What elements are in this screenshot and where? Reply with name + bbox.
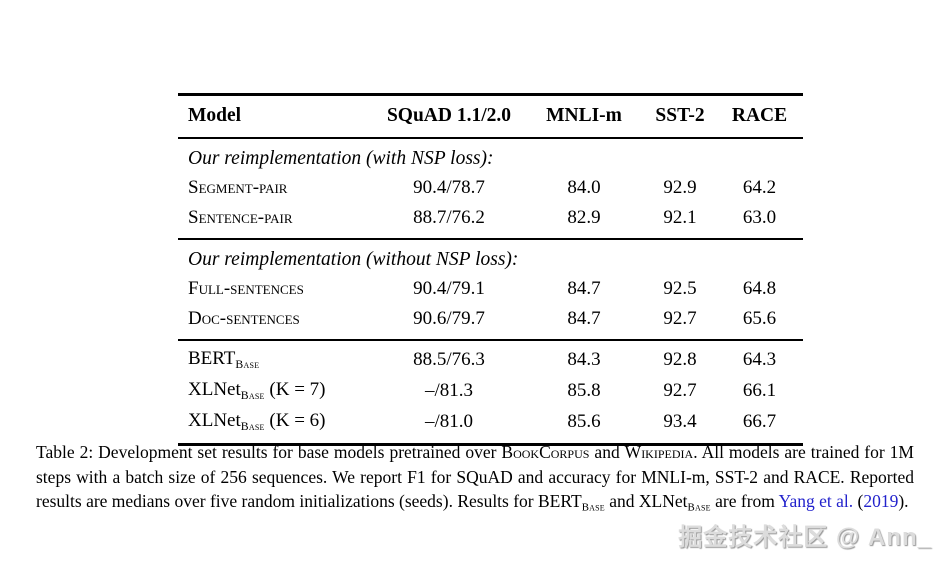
mnli-value: 82.9 <box>567 206 601 228</box>
race-value: 65.6 <box>742 307 777 329</box>
text-segment: and XLNet <box>604 491 688 512</box>
table-caption: Table 2: Development set results for bas… <box>36 440 914 520</box>
text-segment: Base <box>581 501 605 514</box>
text-segment: (K = 7) <box>264 379 326 401</box>
column-header-sst2: SST-2 <box>655 105 705 126</box>
sst2-value: 92.7 <box>663 307 697 329</box>
race-value: 64.3 <box>742 348 777 370</box>
model-label: Doc-sentences <box>178 305 374 341</box>
results-table: Model SQuAD 1.1/2.0 MNLI-m SST-2 RACE Ou… <box>178 93 803 447</box>
race-value: 64.8 <box>742 277 777 299</box>
column-header-race: RACE <box>731 105 788 126</box>
race-value: 64.2 <box>742 176 777 198</box>
race-value: 66.7 <box>742 410 777 432</box>
section-heading: Our reimplementation (with NSP loss): <box>188 148 494 170</box>
squad-value: 90.6/79.7 <box>413 307 485 329</box>
table-row: Full-sentences 90.4/79.1 84.7 92.5 64.8 <box>178 275 803 305</box>
text-segment: Sentence-pair <box>188 206 293 228</box>
mnli-value: 84.3 <box>567 348 601 370</box>
section-heading-row: Our reimplementation (without NSP loss): <box>178 239 803 274</box>
section-baselines: BERTBase 88.5/76.3 84.3 92.8 64.3 XLNetB… <box>178 340 803 444</box>
table-row: Doc-sentences 90.6/79.7 84.7 92.7 65.6 <box>178 305 803 341</box>
model-label: XLNetBase (K = 6) <box>178 407 374 444</box>
sst2-value: 92.8 <box>663 348 697 370</box>
race-value: 63.0 <box>742 206 777 228</box>
citation-link[interactable]: 2019 <box>863 491 899 512</box>
section-heading-row: Our reimplementation (with NSP loss): <box>178 138 803 173</box>
squad-value: –/81.3 <box>424 379 474 401</box>
text-segment: and <box>589 442 625 462</box>
mnli-value: 84.7 <box>567 277 601 299</box>
text-segment: Table 2: Development set results for bas… <box>36 442 502 462</box>
text-segment: (K = 6) <box>264 410 326 432</box>
text-segment: ( <box>853 491 864 512</box>
sst2-value: 92.1 <box>663 206 697 228</box>
text-segment: Wikipedia <box>624 442 694 462</box>
watermark: 掘金技术社区 @ Ann_ <box>678 524 932 551</box>
text-segment: Base <box>687 501 711 514</box>
text-segment: ). <box>898 491 909 512</box>
text-segment: XLNet <box>188 379 241 401</box>
sst2-value: 93.4 <box>663 410 697 432</box>
citation-link[interactable]: Yang et al. <box>778 491 854 512</box>
text-segment: Full-sentences <box>188 277 304 299</box>
table-row: XLNetBase (K = 7) –/81.3 85.8 92.7 66.1 <box>178 376 803 407</box>
model-label: Full-sentences <box>178 275 374 305</box>
section-without-nsp: Our reimplementation (without NSP loss):… <box>178 239 803 340</box>
squad-value: 90.4/78.7 <box>413 176 485 198</box>
column-header-mnli: MNLI-m <box>546 105 622 126</box>
sst2-value: 92.9 <box>663 176 697 198</box>
section-heading: Our reimplementation (without NSP loss): <box>188 249 519 271</box>
model-label: BERTBase <box>178 340 374 376</box>
text-segment: Doc-sentences <box>188 307 300 329</box>
squad-value: 90.4/79.1 <box>413 277 485 299</box>
section-with-nsp: Our reimplementation (with NSP loss): Se… <box>178 138 803 239</box>
model-label: Sentence-pair <box>178 204 374 240</box>
mnli-value: 85.8 <box>567 379 601 401</box>
mnli-value: 84.0 <box>567 176 601 198</box>
text-segment: XLNet <box>188 410 241 432</box>
text-segment: are from <box>710 491 779 512</box>
mnli-value: 84.7 <box>567 307 601 329</box>
header-row: Model SQuAD 1.1/2.0 MNLI-m SST-2 RACE <box>178 95 803 139</box>
table-row: XLNetBase (K = 6) –/81.0 85.6 93.4 66.7 <box>178 407 803 444</box>
text-segment: Base <box>235 358 260 372</box>
text-segment: BERT <box>188 348 236 370</box>
text-segment: BookCorpus <box>501 442 590 462</box>
sst2-value: 92.5 <box>663 277 697 299</box>
sst2-value: 92.7 <box>663 379 697 401</box>
squad-value: 88.7/76.2 <box>413 206 485 228</box>
table-row: BERTBase 88.5/76.3 84.3 92.8 64.3 <box>178 340 803 376</box>
mnli-value: 85.6 <box>567 410 601 432</box>
text-segment: Base <box>240 419 265 433</box>
model-label: Segment-pair <box>178 174 374 204</box>
results-table-container: Model SQuAD 1.1/2.0 MNLI-m SST-2 RACE Ou… <box>178 93 803 447</box>
table-row: Segment-pair 90.4/78.7 84.0 92.9 64.2 <box>178 174 803 204</box>
text-segment: Base <box>240 389 265 403</box>
table-header: Model SQuAD 1.1/2.0 MNLI-m SST-2 RACE <box>178 95 803 139</box>
race-value: 66.1 <box>742 379 777 401</box>
squad-value: –/81.0 <box>424 410 474 432</box>
text-segment: Segment-pair <box>188 176 288 198</box>
squad-value: 88.5/76.3 <box>413 348 485 370</box>
column-header-model: Model <box>188 105 242 126</box>
model-label: XLNetBase (K = 7) <box>178 376 374 407</box>
text-segment: . All models are trained for 1M steps wi… <box>36 442 914 512</box>
table-row: Sentence-pair 88.7/76.2 82.9 92.1 63.0 <box>178 204 803 240</box>
column-header-squad: SQuAD 1.1/2.0 <box>386 105 512 126</box>
